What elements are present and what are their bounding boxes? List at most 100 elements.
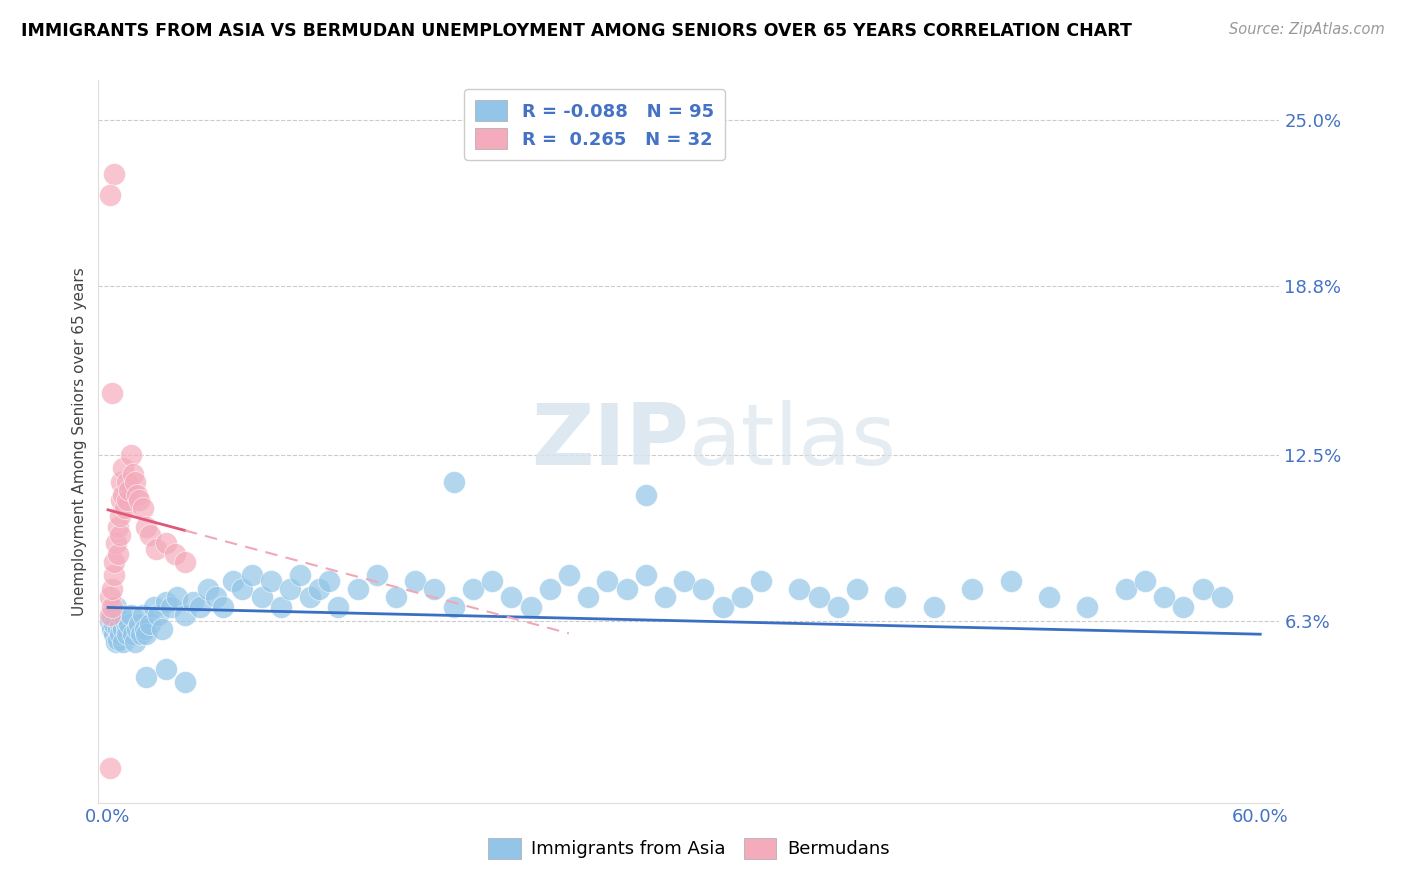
Point	[107, 622, 129, 636]
Point	[135, 520, 157, 534]
Point	[538, 582, 561, 596]
Point	[101, 582, 124, 596]
Point	[112, 488, 135, 502]
Point	[98, 614, 121, 628]
Point	[1153, 590, 1175, 604]
Point	[110, 608, 132, 623]
Point	[165, 547, 187, 561]
Point	[115, 475, 138, 489]
Point	[204, 590, 226, 604]
Point	[108, 627, 131, 641]
Point	[654, 590, 676, 604]
Point	[673, 574, 696, 588]
Point	[308, 582, 330, 596]
Point	[1173, 600, 1195, 615]
Point	[150, 622, 173, 636]
Point	[125, 488, 148, 502]
Point	[501, 590, 523, 604]
Point	[922, 600, 945, 615]
Point	[104, 600, 127, 615]
Point	[423, 582, 446, 596]
Point	[128, 616, 150, 631]
Point	[616, 582, 638, 596]
Point	[98, 188, 121, 202]
Point	[128, 493, 150, 508]
Point	[124, 475, 146, 489]
Point	[240, 568, 263, 582]
Point	[112, 635, 135, 649]
Point	[346, 582, 368, 596]
Point	[98, 608, 121, 623]
Point	[107, 520, 129, 534]
Point	[576, 590, 599, 604]
Text: Source: ZipAtlas.com: Source: ZipAtlas.com	[1229, 22, 1385, 37]
Point	[212, 600, 235, 615]
Point	[1191, 582, 1213, 596]
Point	[385, 590, 408, 604]
Point	[298, 590, 321, 604]
Point	[112, 622, 135, 636]
Point	[960, 582, 983, 596]
Point	[103, 616, 125, 631]
Point	[124, 635, 146, 649]
Point	[146, 608, 169, 623]
Point	[118, 483, 141, 497]
Point	[846, 582, 869, 596]
Point	[1115, 582, 1137, 596]
Point	[103, 627, 125, 641]
Point	[139, 616, 162, 631]
Point	[222, 574, 245, 588]
Point	[98, 761, 121, 775]
Point	[173, 675, 195, 690]
Point	[120, 608, 142, 623]
Point	[250, 590, 273, 604]
Point	[107, 547, 129, 561]
Y-axis label: Unemployment Among Seniors over 65 years: Unemployment Among Seniors over 65 years	[72, 268, 87, 615]
Point	[443, 475, 465, 489]
Point	[711, 600, 734, 615]
Point	[135, 670, 157, 684]
Point	[134, 622, 156, 636]
Point	[110, 475, 132, 489]
Point	[122, 627, 145, 641]
Point	[789, 582, 811, 596]
Point	[143, 600, 166, 615]
Point	[749, 574, 772, 588]
Point	[104, 635, 127, 649]
Point	[807, 590, 830, 604]
Point	[1211, 590, 1233, 604]
Point	[328, 600, 350, 615]
Point	[108, 616, 131, 631]
Point	[103, 167, 125, 181]
Point	[260, 574, 283, 588]
Point	[107, 632, 129, 647]
Point	[101, 608, 124, 623]
Point	[443, 600, 465, 615]
Point	[318, 574, 340, 588]
Point	[827, 600, 849, 615]
Point	[280, 582, 302, 596]
Point	[1000, 574, 1022, 588]
Point	[166, 590, 188, 604]
Point	[131, 608, 153, 623]
Point	[1038, 590, 1060, 604]
Point	[135, 627, 157, 641]
Point	[481, 574, 503, 588]
Point	[129, 627, 152, 641]
Point	[596, 574, 619, 588]
Point	[173, 608, 195, 623]
Point	[519, 600, 541, 615]
Point	[404, 574, 426, 588]
Point	[634, 488, 657, 502]
Point	[884, 590, 907, 604]
Text: IMMIGRANTS FROM ASIA VS BERMUDAN UNEMPLOYMENT AMONG SENIORS OVER 65 YEARS CORREL: IMMIGRANTS FROM ASIA VS BERMUDAN UNEMPLO…	[21, 22, 1132, 40]
Point	[155, 536, 177, 550]
Point	[461, 582, 484, 596]
Point	[1076, 600, 1098, 615]
Point	[112, 461, 135, 475]
Point	[634, 568, 657, 582]
Point	[101, 600, 124, 615]
Point	[122, 467, 145, 481]
Point	[115, 493, 138, 508]
Point	[692, 582, 714, 596]
